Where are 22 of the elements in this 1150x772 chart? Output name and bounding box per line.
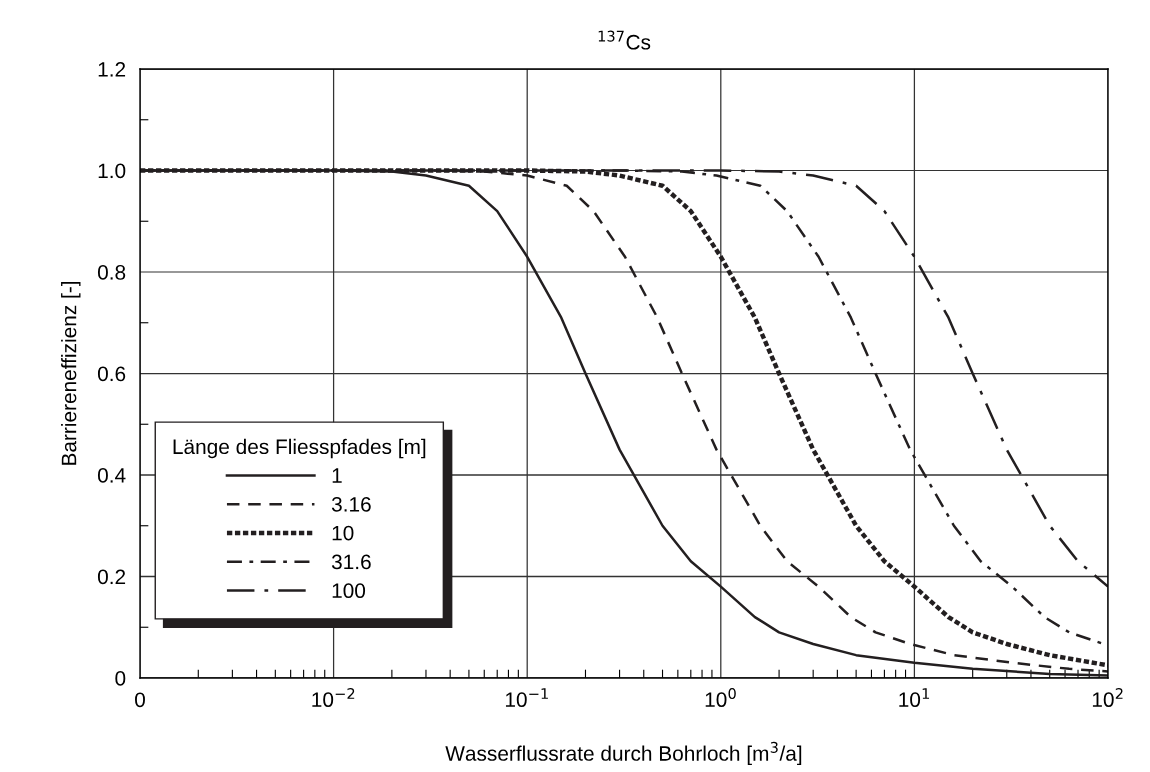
legend-label: 31.6 xyxy=(331,554,371,570)
x-tick-label: 0 xyxy=(135,692,145,708)
legend-label: 10 xyxy=(332,525,354,541)
y-axis-title: Barriereneffizienz [-] xyxy=(61,281,81,465)
legend-title: Länge des Fliesspfades [m] xyxy=(173,438,426,459)
y-tick-label: 1.2 xyxy=(98,62,126,77)
x-tick-label: 10$^{2}$ xyxy=(1092,688,1123,708)
x-axis-title: Wasserflussrate durch Bohrloch [m$^{3}$/a] xyxy=(445,741,802,765)
legend-label: 100 xyxy=(332,583,366,599)
y-tick-label: 1.0 xyxy=(98,163,126,179)
x-tick-label: 10$^{−2}$ xyxy=(312,688,355,708)
x-tick-label: 10$^{0}$ xyxy=(705,688,736,708)
x-tick-label: 10$^{1}$ xyxy=(899,688,930,708)
legend-label: 1 xyxy=(332,468,342,483)
x-tick-label: 10$^{−1}$ xyxy=(505,688,548,708)
y-tick-label: 0.6 xyxy=(97,366,126,382)
y-tick-label: 0.8 xyxy=(97,265,126,280)
chart-title: $^{137}$Cs xyxy=(598,30,651,50)
y-tick-label: 0 xyxy=(115,671,126,686)
y-tick-label: 0.4 xyxy=(97,468,126,483)
y-tick-label: 0.2 xyxy=(97,569,126,585)
legend-label: 3.16 xyxy=(331,496,371,512)
